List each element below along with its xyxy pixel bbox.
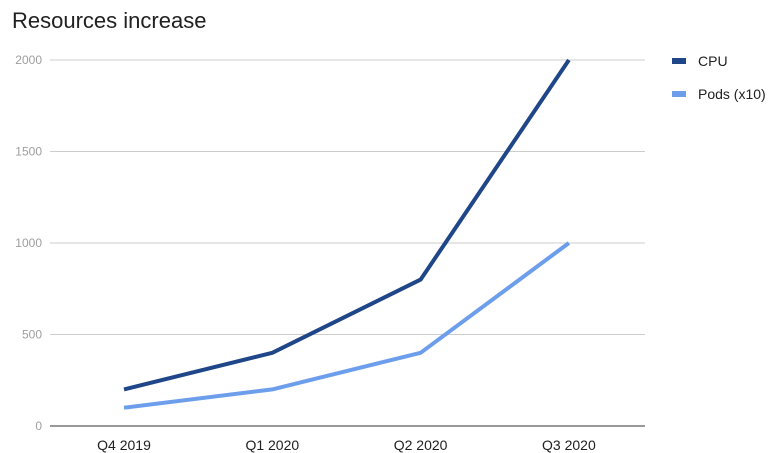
x-axis: Q4 2019 Q1 2020 Q2 2020 Q3 2020 xyxy=(50,425,645,453)
y-axis: 0 500 1000 1500 2000 xyxy=(15,53,42,433)
series-lines xyxy=(123,58,571,410)
legend-label: Pods (x10) xyxy=(698,86,766,102)
y-tick-label: 0 xyxy=(35,419,42,433)
y-tick-label: 500 xyxy=(22,328,42,342)
chart-title: Resources increase xyxy=(12,8,206,33)
gridlines xyxy=(50,59,645,335)
legend: CPU Pods (x10) xyxy=(672,53,766,102)
y-tick-label: 1500 xyxy=(15,145,42,159)
legend-label: CPU xyxy=(698,53,728,69)
y-tick-label: 2000 xyxy=(15,53,42,67)
x-tick-label: Q2 2020 xyxy=(394,437,448,453)
x-tick-label: Q1 2020 xyxy=(245,437,299,453)
series-line-pods xyxy=(123,241,571,410)
x-tick-label: Q4 2019 xyxy=(97,437,151,453)
y-tick-label: 1000 xyxy=(15,236,42,250)
series-line-cpu xyxy=(123,58,571,392)
x-tick-label: Q3 2020 xyxy=(542,437,596,453)
legend-swatch xyxy=(672,58,686,64)
legend-swatch xyxy=(672,91,686,97)
